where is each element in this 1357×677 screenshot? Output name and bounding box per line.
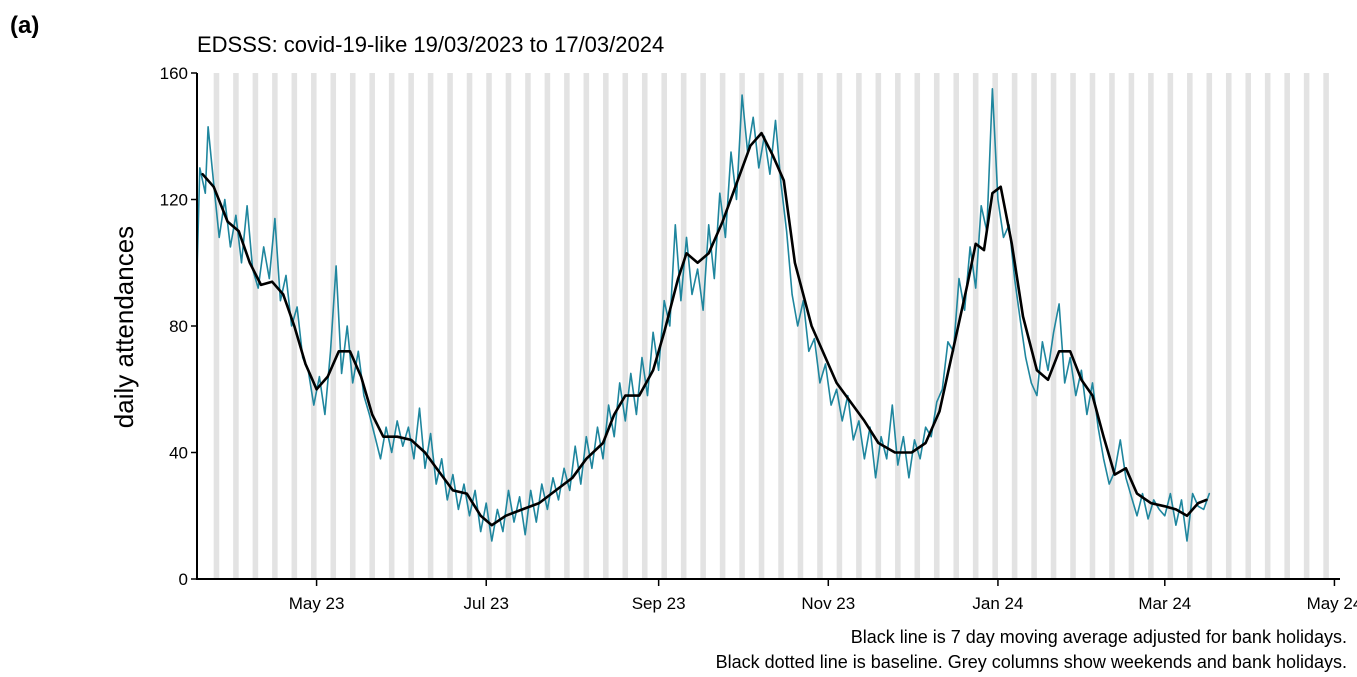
weekend-column bbox=[1109, 73, 1115, 579]
x-tick-label: May 23 bbox=[289, 594, 345, 613]
weekend-column bbox=[427, 73, 434, 579]
weekend-column bbox=[447, 73, 453, 579]
weekend-column bbox=[1245, 73, 1252, 579]
weekend-column bbox=[1225, 73, 1232, 579]
weekend-column bbox=[505, 73, 512, 579]
series-lines bbox=[196, 88, 1211, 542]
weekend-column bbox=[914, 73, 921, 579]
moving-average-line bbox=[201, 131, 1208, 527]
weekend-column bbox=[1148, 73, 1154, 579]
weekend-column bbox=[486, 73, 492, 579]
weekend-column bbox=[408, 73, 414, 579]
footnote-moving-average: Black line is 7 day moving average adjus… bbox=[850, 627, 1347, 647]
x-tick-label: Nov 23 bbox=[801, 594, 855, 613]
weekend-column bbox=[992, 73, 998, 579]
y-tick-label: 120 bbox=[160, 191, 188, 210]
weekend-column bbox=[953, 73, 959, 579]
weekend-column bbox=[1070, 73, 1076, 579]
shaded-columns bbox=[213, 73, 1329, 579]
weekend-column bbox=[875, 73, 882, 579]
weekend-column bbox=[1323, 73, 1329, 579]
weekend-column bbox=[233, 73, 239, 579]
x-tick-label: Jan 24 bbox=[972, 594, 1023, 613]
weekend-column bbox=[778, 73, 784, 579]
weekend-column bbox=[1050, 73, 1057, 579]
y-tick-label: 40 bbox=[169, 444, 188, 463]
weekend-column bbox=[1128, 73, 1135, 579]
y-axis-ticks: 0 40 80 120 160 bbox=[160, 64, 197, 589]
y-axis-label: daily attendances bbox=[109, 226, 139, 428]
weekend-column bbox=[1303, 73, 1310, 579]
weekend-column bbox=[213, 73, 220, 579]
weekend-column bbox=[836, 73, 843, 579]
weekend-column bbox=[641, 73, 648, 579]
weekend-column bbox=[330, 73, 337, 579]
y-tick-label: 160 bbox=[160, 64, 188, 83]
x-axis-ticks: May 23 Jul 23 Sep 23 Nov 23 Jan 24 Mar 24 May … bbox=[289, 579, 1357, 613]
weekend-column bbox=[1167, 73, 1174, 579]
weekend-column bbox=[680, 73, 687, 579]
weekend-column bbox=[603, 73, 609, 579]
chart-title: EDSSS: covid-19-like 19/03/2023 to 17/03… bbox=[197, 32, 665, 57]
weekend-column bbox=[1264, 73, 1271, 579]
weekend-column bbox=[564, 73, 570, 579]
weekend-column bbox=[719, 73, 726, 579]
weekend-column bbox=[272, 73, 278, 579]
chart-svg: 0 40 80 120 160 May 23 Jul 23 Sep 23 Nov 23 Jan … bbox=[109, 64, 1357, 613]
weekend-column bbox=[739, 73, 745, 579]
weekend-column bbox=[311, 73, 317, 579]
weekend-column bbox=[817, 73, 823, 579]
x-tick-label: Jul 23 bbox=[464, 594, 509, 613]
weekend-column bbox=[1031, 73, 1037, 579]
weekend-column bbox=[622, 73, 629, 579]
weekend-column bbox=[1187, 73, 1193, 579]
weekend-column bbox=[1284, 73, 1290, 579]
weekend-column bbox=[895, 73, 901, 579]
y-tick-label: 80 bbox=[169, 317, 188, 336]
weekend-column bbox=[388, 73, 395, 579]
x-tick-label: May 24 bbox=[1307, 594, 1357, 613]
weekend-column bbox=[583, 73, 590, 579]
weekend-column bbox=[349, 73, 356, 579]
y-tick-label: 0 bbox=[179, 570, 188, 589]
weekend-column bbox=[369, 73, 375, 579]
weekend-column bbox=[466, 73, 473, 579]
footnote-baseline-shading: Black dotted line is baseline. Grey colu… bbox=[715, 652, 1347, 672]
weekend-column bbox=[700, 73, 706, 579]
x-tick-label: Mar 24 bbox=[1138, 594, 1191, 613]
weekend-column bbox=[972, 73, 979, 579]
x-tick-label: Sep 23 bbox=[632, 594, 686, 613]
weekend-column bbox=[525, 73, 531, 579]
weekend-column bbox=[758, 73, 765, 579]
weekend-column bbox=[933, 73, 940, 579]
weekend-column bbox=[856, 73, 862, 579]
weekend-column bbox=[1089, 73, 1096, 579]
weekend-column bbox=[1206, 73, 1213, 579]
weekend-column bbox=[797, 73, 804, 579]
weekend-column bbox=[1011, 73, 1018, 579]
weekend-column bbox=[544, 73, 551, 579]
weekend-column bbox=[661, 73, 667, 579]
panel-label: (a) bbox=[10, 12, 40, 39]
weekend-column bbox=[252, 73, 259, 579]
